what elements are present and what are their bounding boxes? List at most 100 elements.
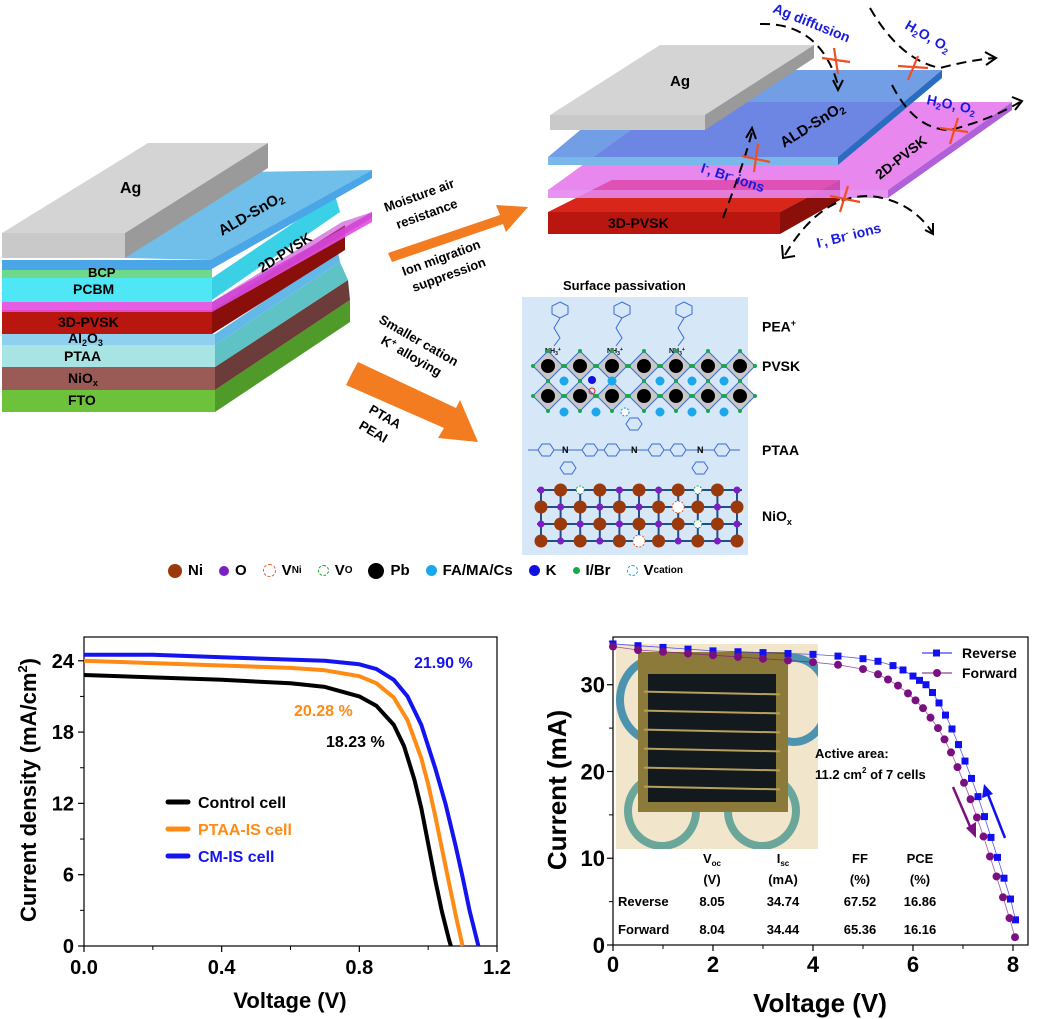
o-atom-icon [537, 486, 545, 494]
chart2-reverse-point [809, 650, 817, 658]
nh3-sub: 3 [679, 351, 682, 357]
legend-label: FA/MA/Cs [442, 562, 513, 579]
chart2-y-tick-label: 10 [581, 846, 605, 871]
nitrogen-label: N [697, 445, 704, 455]
chart2-y-tick-label: 20 [581, 759, 605, 784]
halide-atom-icon [738, 379, 742, 383]
layer-bcp [2, 268, 212, 278]
chart2-reverse-point [935, 699, 943, 707]
ni-atom-icon [554, 483, 568, 497]
reverse-scan-arrowhead-icon [982, 784, 993, 798]
legend-item: Pb [368, 562, 410, 579]
chart2-reverse-point [981, 813, 988, 821]
o-atom-icon [557, 537, 565, 545]
ni-atom-icon [593, 517, 607, 531]
halide-atom-icon [563, 364, 567, 368]
chart2-plot-area [612, 636, 1029, 946]
pb-atom-icon [701, 359, 715, 373]
ni-vacancy-icon [632, 534, 646, 548]
ethyl-chain-icon [677, 317, 685, 347]
layer-pcbm-side [212, 195, 340, 300]
halide-atom-icon [642, 379, 646, 383]
label-pvsk: PVSK [762, 358, 801, 374]
chart1-y-tick-label: 18 [52, 722, 74, 744]
label-pea: PEA+ [762, 318, 797, 335]
layer-ag-top [2, 143, 268, 233]
chart2-legend-label: Reverse [962, 645, 1017, 661]
o-atom-icon [596, 503, 604, 511]
chart2-forward-point [784, 656, 792, 665]
mesityl-ring-icon [559, 461, 577, 475]
layer-niox-side [215, 280, 350, 390]
chart2-forward-point [926, 713, 935, 722]
process-arrows: Moisture air resistance Ion migration su… [346, 176, 528, 446]
table-header: FF [852, 851, 868, 866]
chart2-forward-point [809, 658, 817, 667]
chart2-forward-point [874, 670, 882, 679]
mesityl-ring-icon [691, 461, 709, 475]
o-atom-icon [615, 486, 623, 494]
module-active-area [648, 674, 776, 802]
benzene-ring-icon [581, 443, 599, 457]
nh3-sup: + [620, 347, 623, 353]
layer-2dpvsk-top [212, 212, 372, 312]
table-header-unit: (V) [703, 872, 720, 887]
chart2-forward-point [1011, 933, 1019, 942]
halide-atom-icon [546, 409, 550, 413]
label-niox: NiOx [762, 508, 792, 527]
chart1-series-line-0 [83, 673, 453, 947]
chart2-reverse-point [1012, 916, 1019, 924]
legend-swatch-icon [219, 565, 229, 576]
table-row-label: Forward [618, 922, 669, 937]
chart1-legend-label: Control cell [198, 795, 286, 812]
chart2-reverse-point [874, 657, 882, 665]
chart2-forward-point [734, 652, 742, 661]
nh3-text: NH [545, 348, 555, 355]
ni-atom-icon [691, 500, 705, 514]
legend-item: O [219, 562, 247, 579]
layer-al2o3-side [215, 252, 340, 345]
chart2-forward-point [609, 642, 617, 651]
cation-atom-icon [687, 407, 697, 417]
halide-atom-icon [706, 409, 710, 413]
legend-swatch-icon [626, 565, 638, 576]
halide-atom-icon [691, 394, 695, 398]
layer-al2o3 [2, 334, 215, 345]
chart2-reverse-point [987, 833, 995, 841]
chart2-forward-point [919, 704, 927, 713]
chart2-legend-marker [933, 649, 940, 657]
o-atom-icon [713, 503, 721, 511]
ni-atom-icon [652, 534, 666, 548]
halide-atom-icon [659, 394, 663, 398]
label-3dpvsk: 3D-PVSK [58, 314, 119, 330]
migration-paths [722, 7, 1021, 256]
table-header-unit: (mA) [768, 872, 798, 887]
legend-swatch-icon [317, 565, 329, 576]
label-h2o-o2-mid: H2O, O2 [925, 91, 977, 119]
o-atom-icon [713, 537, 721, 545]
o-atom-icon [733, 486, 741, 494]
chart2-forward-point [659, 647, 667, 656]
halide-atom-icon [610, 409, 614, 413]
chart2-reverse-point [634, 642, 642, 650]
chart2-reverse-point [1000, 874, 1008, 882]
halide-atom-icon [642, 409, 646, 413]
label-ag: Ag [120, 180, 141, 197]
upper-arrow-icon [388, 205, 528, 262]
chart2-reverse-point [859, 655, 867, 663]
ni-atom-icon [632, 483, 646, 497]
chart2-y-axis-label: Current (mA) [542, 710, 572, 870]
halide-atom-icon [723, 394, 727, 398]
pb-atom-icon [669, 389, 683, 403]
layer-fto [2, 390, 215, 412]
chart2-reverse-point [974, 793, 982, 801]
legend-label: V [643, 562, 654, 579]
halide-atom-icon [578, 379, 582, 383]
chart1-y-axis-label: Current density (mA/cm2) [15, 658, 41, 922]
chart2-forward-point [986, 852, 994, 861]
chart1-legend-label: CM-IS cell [198, 849, 274, 866]
benzene-ring-icon [713, 443, 731, 457]
label-ions-outer: I-, Br- ions [815, 219, 883, 251]
jv-chart: 0.0 0.4 0.8 1.2 0 6 12 18 24 Control cell PTAA-IS… [15, 636, 511, 1013]
